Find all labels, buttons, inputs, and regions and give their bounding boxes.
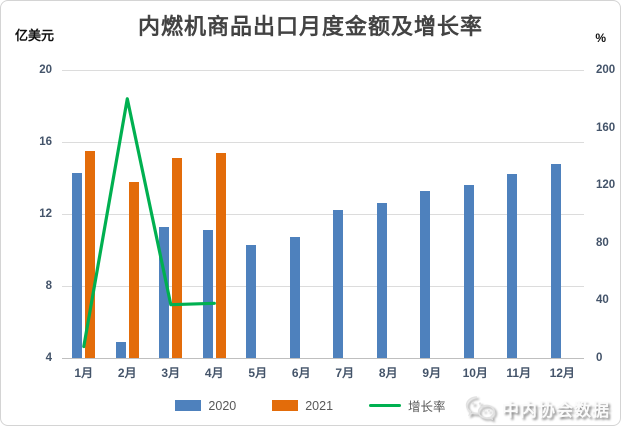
watermark-text: 中内协会数据 — [502, 400, 610, 420]
y-axis-tick-right: 40 — [596, 294, 609, 307]
bar-2020-10月 — [463, 185, 474, 358]
bar-2020-12月 — [550, 163, 561, 358]
x-axis-label: 12月 — [549, 366, 575, 380]
bar-2021-4月 — [215, 152, 226, 358]
plot-area: 4 8 12 16 20 0 40 80 120 160 200 1月 2月 3月 4月 5月 6月 7月 8月 9月… — [39, 64, 615, 380]
x-axis-line — [62, 358, 584, 359]
bar-2020-7月 — [333, 210, 344, 358]
x-axis-label: 8月 — [378, 366, 398, 380]
y-axis-tick-right: 80 — [596, 236, 609, 249]
legend-label-增长率: 增长率 — [408, 400, 446, 414]
x-axis-label: 4月 — [204, 366, 224, 380]
y-axis-tick-right: 120 — [596, 179, 616, 192]
x-axis-label: 11月 — [506, 366, 532, 380]
y-axis-tick-left: 12 — [39, 208, 52, 220]
chart-title: 内燃机商品出口月度金额及增长率 — [137, 14, 483, 39]
x-axis-label: 2月 — [117, 366, 137, 380]
y-axis-tick-left: 20 — [39, 64, 52, 76]
bar-2020-9月 — [420, 190, 431, 358]
y-axis-tick-left: 16 — [39, 136, 52, 148]
bar-2021-3月 — [172, 158, 183, 358]
bar-2020-1月 — [72, 172, 83, 358]
y-axis-tick-left: 4 — [45, 352, 52, 364]
bar-2020-8月 — [376, 203, 387, 358]
x-axis-label: 7月 — [335, 366, 355, 380]
legend-item-增长率: 增长率 — [369, 396, 446, 415]
growth-rate-line — [82, 97, 216, 349]
right-axis-unit-label: % — [595, 31, 606, 45]
watermark: 中内协会数据 — [465, 395, 610, 421]
legend-item-2021: 2021 — [272, 399, 333, 413]
bar-2021-1月 — [85, 151, 96, 358]
x-axis-label: 9月 — [422, 366, 442, 380]
gridline — [62, 286, 584, 287]
legend-label-2020: 2020 — [208, 398, 237, 413]
left-axis-unit-label: 亿美元 — [15, 28, 55, 43]
x-axis-label: 6月 — [291, 366, 311, 380]
bar-2021-2月 — [128, 181, 139, 358]
x-axis-label: 10月 — [462, 366, 488, 380]
legend-swatch-增长率 — [369, 404, 402, 407]
bar-2020-4月 — [202, 230, 213, 358]
legend-swatch-2020 — [175, 400, 202, 411]
y-axis-tick-right: 0 — [596, 352, 603, 364]
bar-2020-5月 — [246, 244, 257, 358]
legend-swatch-2021 — [272, 400, 299, 411]
bar-2020-11月 — [507, 174, 518, 358]
y-axis-tick-right: 200 — [596, 64, 616, 76]
bar-2020-6月 — [289, 237, 300, 358]
x-axis-label: 5月 — [248, 366, 268, 380]
legend-item-2020: 2020 — [175, 399, 236, 413]
legend-label-2021: 2021 — [305, 398, 334, 413]
gridline — [62, 214, 584, 215]
wechat-icon — [465, 396, 495, 421]
y-axis-tick-left: 8 — [45, 280, 52, 292]
bar-2020-3月 — [159, 226, 170, 358]
x-axis-label: 1月 — [74, 366, 94, 380]
gridline — [62, 70, 584, 71]
x-axis-label: 3月 — [161, 366, 181, 380]
gridline — [62, 142, 584, 143]
legend: 2020 2021 增长率 — [1, 396, 620, 415]
bar-2020-2月 — [115, 341, 126, 358]
y-axis-tick-right: 160 — [596, 121, 616, 134]
